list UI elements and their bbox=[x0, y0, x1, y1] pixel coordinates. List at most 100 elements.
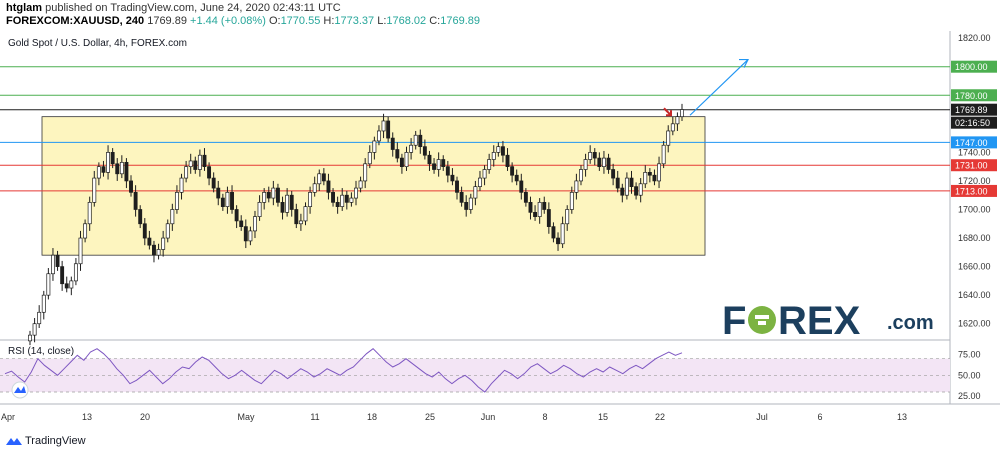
candle-body bbox=[308, 192, 313, 207]
candle-body bbox=[354, 187, 358, 199]
candle-body bbox=[344, 194, 349, 203]
candle-body bbox=[138, 209, 143, 225]
candle-body bbox=[78, 237, 83, 265]
candle-body bbox=[207, 166, 212, 179]
candle-body bbox=[358, 180, 363, 189]
candle-body bbox=[331, 192, 335, 203]
x-tick-label: May bbox=[237, 412, 255, 422]
candle-body bbox=[321, 173, 326, 182]
countdown-label: 02:16:50 bbox=[955, 118, 990, 128]
candle-body bbox=[496, 146, 501, 153]
x-tick-label: 13 bbox=[82, 412, 92, 422]
x-tick-label: 13 bbox=[897, 412, 907, 422]
candle-body bbox=[363, 163, 368, 182]
symbol-label[interactable]: FOREXCOM:XAUUSD, 240 bbox=[6, 15, 145, 27]
logo-o-icon bbox=[748, 306, 776, 334]
candle-body bbox=[335, 201, 340, 207]
x-tick-label: 11 bbox=[310, 412, 319, 422]
candle-body bbox=[652, 174, 657, 182]
candle-body bbox=[399, 157, 404, 168]
publish-info: htglam published on TradingView.com, Jun… bbox=[6, 2, 341, 14]
candle-body bbox=[464, 201, 469, 210]
candle-body bbox=[92, 177, 97, 203]
low-value: 1768.02 bbox=[386, 15, 427, 27]
down-arrow-marker bbox=[663, 107, 672, 117]
price-label-bg bbox=[951, 103, 997, 116]
candle-body bbox=[441, 159, 446, 168]
candle-body bbox=[510, 166, 515, 176]
candle-body bbox=[413, 134, 418, 146]
candle-body bbox=[418, 134, 423, 148]
candle-body bbox=[312, 183, 317, 193]
candle-body bbox=[340, 194, 345, 207]
candle-body bbox=[257, 201, 262, 217]
candle-body bbox=[666, 130, 671, 146]
candle-body bbox=[551, 226, 556, 239]
x-tick-label: 15 bbox=[598, 412, 608, 422]
candle-body bbox=[427, 154, 432, 165]
candle-body bbox=[634, 186, 639, 196]
candle-body bbox=[170, 209, 175, 225]
price-change: +1.44 (+0.08%) bbox=[190, 15, 266, 27]
projection-arrow[interactable] bbox=[689, 59, 749, 116]
candle-body bbox=[46, 273, 51, 296]
candle-body bbox=[386, 120, 391, 139]
candle-body bbox=[161, 237, 166, 250]
candle-body bbox=[60, 266, 65, 285]
candle-body bbox=[51, 254, 55, 275]
candle-body bbox=[28, 334, 32, 342]
low-label: L: bbox=[377, 15, 387, 27]
candle-body bbox=[597, 157, 602, 168]
candle-body bbox=[372, 140, 377, 153]
y-tick-label: 1620.00 bbox=[958, 319, 991, 329]
candle-body bbox=[569, 192, 574, 210]
candle-body bbox=[514, 174, 519, 182]
candle-body bbox=[248, 230, 253, 242]
candle-body bbox=[142, 223, 147, 239]
candle-body bbox=[174, 192, 179, 210]
price-label-bg bbox=[951, 159, 997, 172]
candle-body bbox=[565, 209, 570, 225]
candle-body bbox=[478, 177, 482, 187]
open-label: O: bbox=[268, 15, 281, 27]
range-box[interactable] bbox=[41, 116, 706, 256]
logo-text-rex: REX bbox=[778, 299, 861, 343]
candle-body bbox=[381, 120, 386, 132]
candle-body bbox=[491, 152, 496, 160]
price-label-bg bbox=[951, 184, 997, 197]
price-label-1747.00: 1747.00 bbox=[955, 138, 988, 148]
candle-body bbox=[193, 160, 198, 170]
x-tick-label: 25 bbox=[425, 412, 435, 422]
candle-body bbox=[152, 244, 156, 256]
candle-body bbox=[680, 109, 684, 118]
price-label-bg bbox=[951, 60, 997, 73]
candle-body bbox=[657, 163, 661, 182]
tradingview-logo-icon bbox=[6, 438, 22, 445]
rsi-line[interactable] bbox=[4, 348, 683, 393]
x-tick-label: Jul bbox=[756, 412, 768, 422]
candle-body bbox=[41, 294, 46, 313]
candle-body bbox=[455, 180, 459, 193]
tradingview-brand-label: TradingView bbox=[25, 435, 86, 447]
candle-body bbox=[615, 177, 620, 189]
candle-body bbox=[220, 197, 225, 207]
y-tick-label: 1660.00 bbox=[958, 262, 991, 272]
price-label-1800.00: 1800.00 bbox=[955, 62, 988, 72]
rsi-y-tick-label: 75.00 bbox=[958, 350, 981, 360]
candle-body bbox=[395, 149, 400, 159]
candle-body bbox=[216, 187, 221, 199]
candle-body bbox=[179, 177, 184, 193]
candle-body bbox=[404, 152, 409, 168]
y-tick-label: 1720.00 bbox=[958, 176, 991, 186]
candle-body bbox=[129, 180, 133, 193]
candle-body bbox=[601, 157, 606, 168]
tradingview-brand[interactable]: TradingView bbox=[6, 435, 86, 447]
candle-body bbox=[243, 226, 248, 242]
countdown-bg bbox=[951, 116, 997, 129]
candle-body bbox=[459, 192, 464, 203]
author-name[interactable]: htglam bbox=[6, 2, 43, 14]
candle-body bbox=[436, 159, 441, 170]
candle-body bbox=[234, 209, 239, 222]
candle-body bbox=[661, 144, 666, 165]
